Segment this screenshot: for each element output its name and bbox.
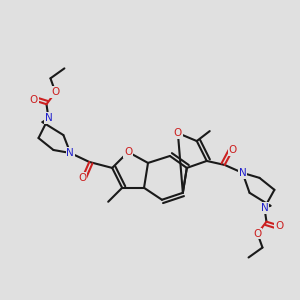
- Text: O: O: [275, 220, 284, 231]
- Text: N: N: [261, 203, 268, 213]
- Text: O: O: [51, 87, 60, 97]
- Text: O: O: [174, 128, 182, 138]
- Text: O: O: [229, 145, 237, 155]
- Text: N: N: [67, 148, 74, 158]
- Text: O: O: [254, 229, 262, 238]
- Text: O: O: [124, 147, 132, 157]
- Text: N: N: [45, 113, 52, 123]
- Text: O: O: [78, 173, 86, 183]
- Text: O: O: [29, 95, 38, 105]
- Text: N: N: [239, 168, 246, 178]
